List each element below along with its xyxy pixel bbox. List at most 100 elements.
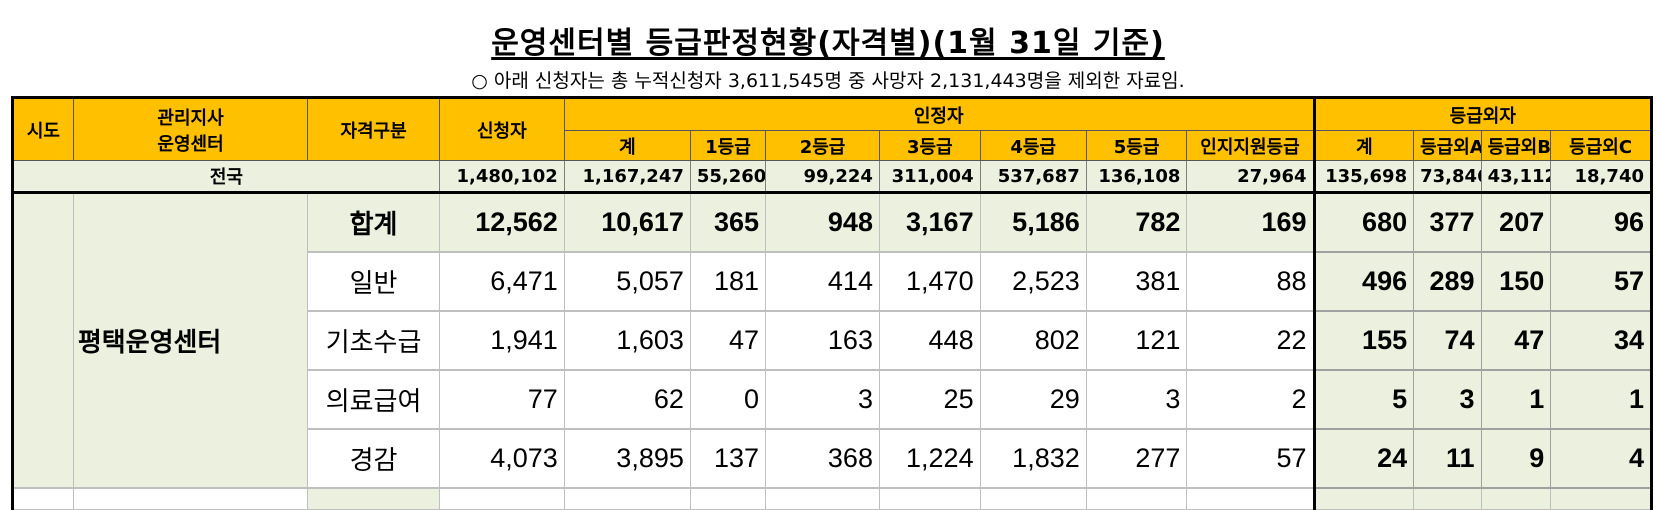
value-cell: 57	[1186, 428, 1315, 489]
header-approved-total: 계	[563, 130, 691, 161]
value-cell: 1,224	[878, 428, 981, 489]
grading-status-table-main: 시도 관리지사 운영센터 자격구분 신청자 인정자 등급외자 계 1등급 2등급 …	[11, 96, 1654, 510]
center-name: 평택운영센터	[72, 191, 309, 489]
value-cell: 181	[689, 251, 767, 312]
page-title: 운영센터별 등급판정현황(자격별)(1월 31일 기준)	[491, 26, 1165, 61]
value-cell: 163	[765, 310, 880, 371]
value-cell: 3,895	[563, 428, 691, 489]
value-cell: 496	[1312, 251, 1415, 312]
header-grade-4: 4등급	[979, 130, 1087, 161]
national-cell: 537,687	[979, 160, 1087, 194]
value-cell: 96	[1550, 191, 1653, 253]
national-cell: 43,112	[1480, 160, 1552, 194]
qualification-type: 의료급여	[307, 369, 440, 430]
header-outside-b: 등급외B	[1480, 130, 1552, 161]
national-cell: 55,260	[689, 160, 767, 194]
value-cell: 3	[765, 369, 880, 430]
header-approved: 인정자	[563, 96, 1315, 131]
header-grade-1: 1등급	[689, 130, 767, 161]
center-data-row: 평택운영센터 합계 12,562 10,617 365 948 3,167 5,186 782 1…	[11, 191, 1653, 489]
value-cell: 381	[1085, 251, 1188, 312]
value-cell: 277	[1085, 428, 1188, 489]
empty-cell	[979, 487, 1087, 510]
national-row: 전국 1,480,102 1,167,247 55,260 99,224 311…	[11, 160, 1653, 194]
center-data-row: 의료급여 77 62 0 3 25 29 3 2 5 3 1 1	[13, 369, 1653, 430]
value-cell: 155	[1312, 310, 1415, 371]
value-cell: 3	[1413, 369, 1482, 430]
value-cell: 22	[1186, 310, 1315, 371]
value-cell: 77	[438, 369, 565, 430]
value-cell: 88	[1186, 251, 1315, 312]
value-cell: 1,603	[563, 310, 691, 371]
header-outside-a: 등급외A	[1413, 130, 1482, 161]
value-cell: 5,057	[563, 251, 691, 312]
empty-cell	[765, 487, 880, 510]
value-cell: 24	[1312, 428, 1415, 489]
empty-cell	[1085, 487, 1188, 510]
value-cell: 9	[1480, 428, 1552, 489]
value-cell: 3,167	[878, 191, 981, 253]
header-qualification: 자격구분	[307, 96, 440, 161]
value-cell: 414	[765, 251, 880, 312]
value-cell: 4,073	[438, 428, 565, 489]
empty-cell	[438, 487, 565, 510]
header-grade-3: 3등급	[878, 130, 981, 161]
value-cell: 121	[1085, 310, 1188, 371]
value-cell: 368	[765, 428, 880, 489]
value-cell: 289	[1413, 251, 1482, 312]
value-cell: 47	[1480, 310, 1552, 371]
center-data-row: 기초수급 1,941 1,603 47 163 448 802 121 22 155 74 47 34	[13, 310, 1653, 371]
value-cell: 782	[1085, 191, 1188, 253]
data-note: ○ 아래 신청자는 총 누적신청자 3,611,545명 중 사망자 2,131…	[471, 70, 1185, 92]
sido-cell	[11, 191, 74, 489]
empty-cell	[1480, 487, 1552, 510]
header-outside-c: 등급외C	[1550, 130, 1653, 161]
national-cell: 1,167,247	[563, 160, 691, 194]
national-cell: 27,964	[1186, 160, 1315, 194]
header-branch-line1: 관리지사	[157, 107, 224, 129]
empty-cell	[689, 487, 767, 510]
value-cell: 5,186	[979, 191, 1087, 253]
value-cell: 47	[689, 310, 767, 371]
header-outside-total: 계	[1312, 130, 1415, 161]
header-cognitive-support: 인지지원등급	[1186, 130, 1315, 161]
empty-cell	[563, 487, 691, 510]
value-cell: 150	[1480, 251, 1552, 312]
national-cell: 136,108	[1085, 160, 1188, 194]
empty-cell	[72, 487, 309, 510]
empty-cell	[11, 487, 74, 510]
national-cell: 73,846	[1413, 160, 1482, 194]
qualification-type: 경감	[307, 428, 440, 489]
national-cell: 99,224	[765, 160, 880, 194]
value-cell: 207	[1480, 191, 1552, 253]
national-label: 전국	[11, 160, 440, 194]
qualification-type: 기초수급	[307, 310, 440, 371]
value-cell: 29	[979, 369, 1087, 430]
value-cell: 169	[1186, 191, 1315, 253]
header-grade-5: 5등급	[1085, 130, 1188, 161]
value-cell: 365	[689, 191, 767, 253]
header-branch-line2: 운영센터	[157, 133, 224, 155]
value-cell: 1	[1550, 369, 1653, 430]
value-cell: 1	[1480, 369, 1552, 430]
value-cell: 74	[1413, 310, 1482, 371]
value-cell: 12,562	[438, 191, 565, 253]
value-cell: 1,832	[979, 428, 1087, 489]
value-cell: 3	[1085, 369, 1188, 430]
national-cell: 1,480,102	[438, 160, 565, 194]
value-cell: 25	[878, 369, 981, 430]
next-row-partial	[11, 487, 1653, 510]
value-cell: 4	[1550, 428, 1653, 489]
value-cell: 1,941	[438, 310, 565, 371]
empty-cell	[878, 487, 981, 510]
national-cell: 135,698	[1312, 160, 1415, 194]
value-cell: 11	[1413, 428, 1482, 489]
value-cell: 57	[1550, 251, 1653, 312]
value-cell: 137	[689, 428, 767, 489]
national-cell: 18,740	[1550, 160, 1653, 194]
header-sido: 시도	[11, 96, 74, 161]
header-outside: 등급외자	[1312, 96, 1654, 131]
value-cell: 10,617	[563, 191, 691, 253]
value-cell: 1,470	[878, 251, 981, 312]
